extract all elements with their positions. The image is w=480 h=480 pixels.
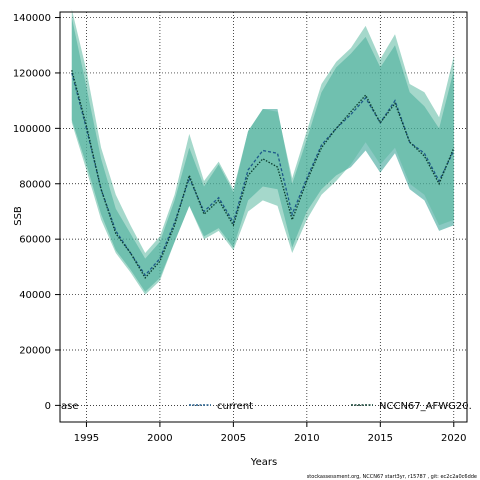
band-2 [71,9,454,295]
y-tick-label-100000: 100000 [13,124,51,135]
y-tick-label-60000: 60000 [19,235,51,246]
x-tick-label-2000: 2000 [147,433,172,444]
series-lines [71,70,455,279]
x-tick-label-1995: 1995 [74,433,99,444]
legend: ase current NCCN67_AFWG20. [61,401,472,412]
y-tick-label-120000: 120000 [13,68,51,79]
legend-label-1: ase [61,401,79,412]
y-tick-label-40000: 40000 [19,290,51,301]
series-line-2 [71,70,455,279]
y-tick-label-80000: 80000 [19,179,51,190]
confidence-bands [71,9,454,295]
y-tick-label-0: 0 [45,401,51,412]
x-axis-ticks: 1995 2000 2005 2010 2015 2020 [74,422,467,444]
x-tick-label-2010: 2010 [294,433,319,444]
y-tick-label-140000: 140000 [13,13,51,24]
y-tick-label-20000: 20000 [19,345,51,356]
y-axis-title: SSB [13,206,24,226]
legend-label-2: current [217,401,253,412]
x-tick-label-2020: 2020 [441,433,466,444]
footer-credit: stockassessment.org, NCCN67 start3yr, r1… [307,474,477,480]
y-axis-ticks: 0 20000 40000 60000 80000 100000 120000 140000 [13,13,60,412]
plot-frame [59,11,468,423]
x-axis-title: Years [250,457,277,468]
legend-label-3: NCCN67_AFWG20. [379,401,472,412]
x-tick-label-2005: 2005 [221,433,246,444]
x-tick-label-2015: 2015 [368,433,393,444]
